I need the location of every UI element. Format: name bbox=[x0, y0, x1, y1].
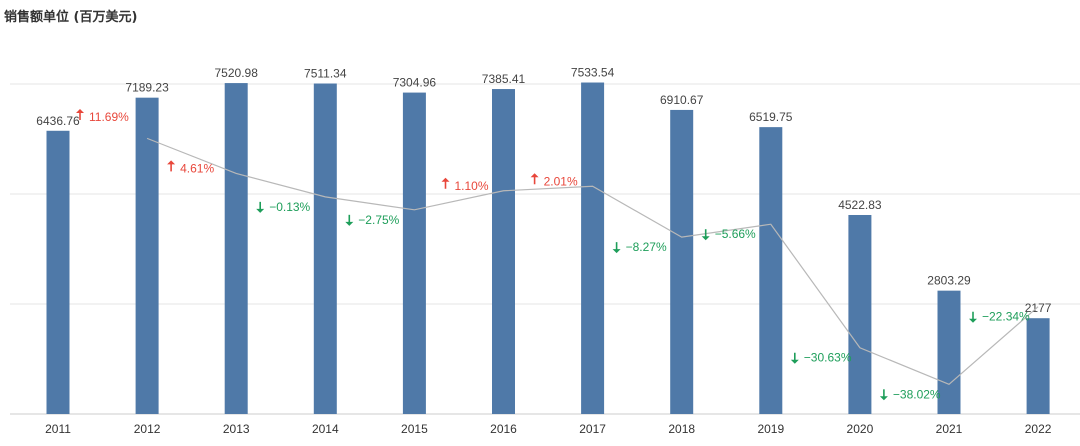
value-label-2017: 7533.54 bbox=[571, 66, 615, 80]
growth-label-2018: −8.27% bbox=[626, 240, 667, 254]
value-label-2015: 7304.96 bbox=[393, 76, 437, 90]
value-label-2011: 6436.76 bbox=[36, 114, 80, 128]
x-tick-2022: 2022 bbox=[1025, 422, 1052, 436]
arrowhead-2015 bbox=[345, 221, 354, 226]
x-tick-2012: 2012 bbox=[134, 422, 161, 436]
bar-2015 bbox=[402, 92, 426, 414]
x-tick-2015: 2015 bbox=[401, 422, 428, 436]
value-label-2019: 6519.75 bbox=[749, 110, 793, 124]
x-tick-2011: 2011 bbox=[45, 422, 71, 436]
x-tick-2017: 2017 bbox=[579, 422, 606, 436]
bar-2019 bbox=[759, 127, 783, 415]
growth-label-2020: −30.63% bbox=[804, 351, 852, 365]
growth-label-2017: 2.01% bbox=[544, 174, 578, 188]
bar-2020 bbox=[848, 214, 872, 414]
value-label-2021: 2803.29 bbox=[927, 274, 971, 288]
arrowhead-2016 bbox=[441, 177, 450, 182]
arrowhead-2017 bbox=[530, 173, 539, 178]
growth-line bbox=[146, 137, 1039, 386]
value-label-2012: 7189.23 bbox=[125, 81, 169, 95]
bar-2016 bbox=[492, 89, 515, 414]
growth-label-2013: 4.61% bbox=[180, 161, 214, 175]
arrowhead-2019 bbox=[701, 236, 710, 241]
growth-label-2014: −0.13% bbox=[269, 200, 310, 214]
x-tick-2013: 2013 bbox=[223, 422, 250, 436]
value-label-2016: 7385.41 bbox=[482, 72, 526, 86]
x-tick-2020: 2020 bbox=[847, 422, 874, 436]
x-tick-2018: 2018 bbox=[668, 422, 695, 436]
bar-2018 bbox=[670, 109, 694, 415]
arrowhead-2020 bbox=[790, 359, 799, 364]
bar-2017 bbox=[581, 82, 605, 415]
value-label-2014: 7511.34 bbox=[304, 67, 347, 81]
growth-label-2022: −22.34% bbox=[982, 310, 1030, 324]
arrowhead-2014 bbox=[256, 208, 265, 213]
growth-label-2016: 1.10% bbox=[455, 179, 489, 193]
growth-label-2019: −5.66% bbox=[715, 227, 756, 241]
bar-2021 bbox=[937, 290, 961, 414]
x-tick-2016: 2016 bbox=[490, 422, 517, 436]
bar-2014 bbox=[313, 83, 337, 414]
bar-2012 bbox=[135, 97, 159, 414]
chart-title: 销售额单位 (百万美元) bbox=[4, 10, 138, 25]
arrowhead-2022 bbox=[969, 318, 977, 323]
value-label-2013: 7520.98 bbox=[215, 66, 259, 80]
growth-label-2012: 11.69% bbox=[89, 110, 129, 124]
x-tick-2014: 2014 bbox=[312, 422, 339, 436]
value-label-2018: 6910.67 bbox=[660, 93, 704, 107]
arrowhead-2012 bbox=[76, 109, 84, 113]
x-tick-2019: 2019 bbox=[757, 422, 784, 436]
arrowhead-2018 bbox=[612, 249, 621, 254]
bar-2013 bbox=[224, 83, 248, 415]
value-label-2020: 4522.83 bbox=[838, 198, 882, 212]
growth-label-2015: −2.75% bbox=[358, 213, 399, 227]
arrowhead-2021 bbox=[879, 396, 888, 401]
growth-label-2021: −38.02% bbox=[893, 387, 941, 401]
arrowhead-2013 bbox=[167, 160, 176, 165]
bar-2022 bbox=[1026, 318, 1050, 414]
x-tick-2021: 2021 bbox=[936, 422, 963, 436]
bar-2011 bbox=[46, 130, 70, 414]
